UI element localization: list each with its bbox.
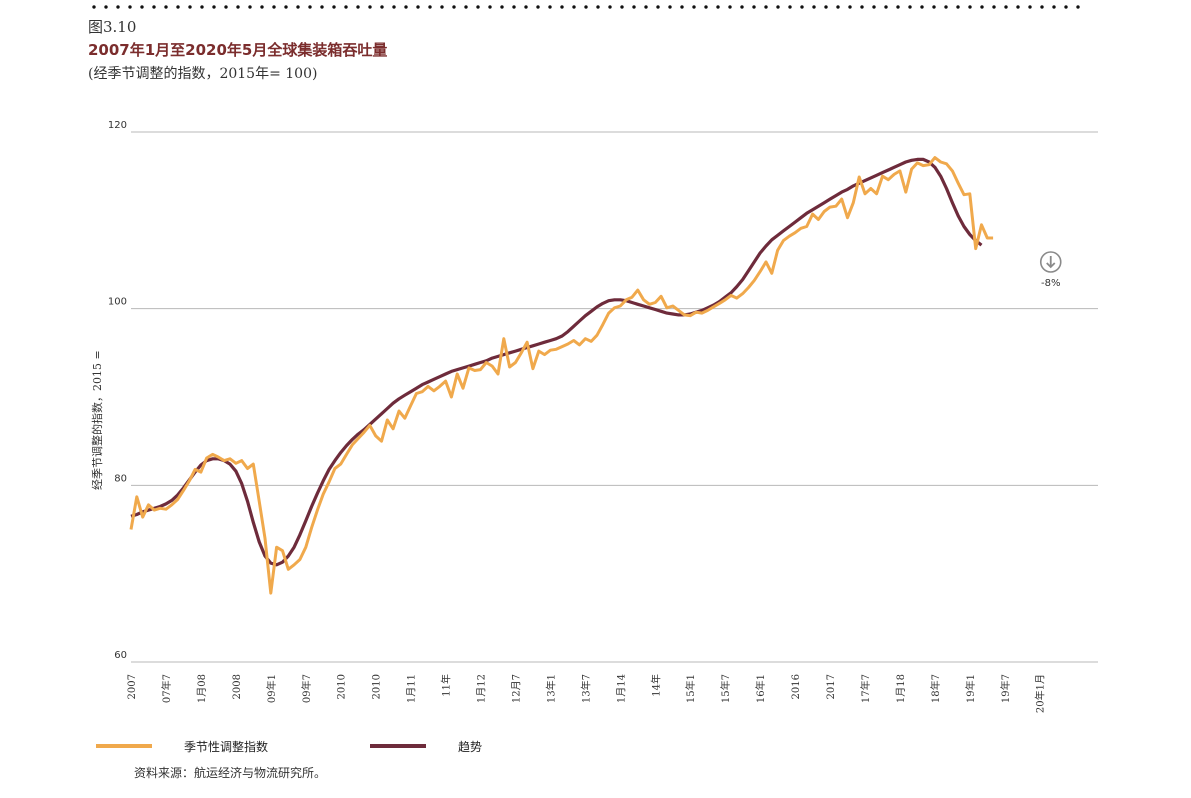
drop-annotation: -8%	[1039, 251, 1062, 289]
x-tick-label: 15年1	[684, 674, 697, 703]
legend-item-sa: 季节性调整指数	[96, 737, 268, 755]
y-tick-labels: 60 80 100 120	[108, 120, 127, 661]
x-tick-label: 13年7	[579, 674, 592, 703]
source-note: 资料来源：航运经济与物流研究所。	[134, 766, 327, 780]
x-tick-label: 19年7	[999, 674, 1012, 703]
x-tick-label: 15年7	[719, 674, 732, 703]
y-tick-label: 100	[108, 297, 127, 308]
x-tick-label: 07年7	[160, 674, 173, 703]
x-tick-label: 18年7	[929, 674, 942, 703]
gridlines	[131, 131, 1098, 663]
x-tick-label: 2010	[337, 674, 348, 699]
x-tick-label: 20年1月	[1034, 674, 1047, 713]
x-tick-label: 1月12	[476, 674, 488, 703]
x-tick-label: 09年1	[265, 674, 278, 703]
x-tick-label: 2016	[791, 674, 802, 699]
legend-label-trend: 趋势	[458, 739, 483, 754]
y-tick-label: 120	[108, 120, 127, 131]
x-tick-label: 1月18	[895, 674, 907, 703]
trend-series-line	[130, 157, 983, 567]
x-tick-labels: 2007 07年7 1月08 2008 09年1 09年7 2010 2010 1月11 11年 1…	[127, 674, 1047, 713]
legend-swatch-sa	[96, 744, 152, 748]
x-tick-label: 13年1	[544, 674, 557, 703]
legend-item-trend: 趋势	[370, 737, 482, 755]
legend-swatch-trend	[370, 744, 426, 748]
x-tick-label: 2010	[372, 674, 383, 699]
x-tick-label: 11年	[440, 674, 453, 697]
series-lines	[129, 156, 994, 595]
x-tick-label: 16年1	[754, 674, 767, 703]
x-tick-label: 2007	[127, 674, 138, 699]
x-tick-label: 14年	[649, 674, 662, 697]
sa-series-line	[129, 156, 994, 595]
x-tick-label: 2017	[826, 674, 837, 699]
x-tick-label: 1月08	[196, 674, 208, 703]
x-tick-label: 2008	[232, 674, 243, 699]
y-axis-label: 经季节调整的指数，2015 =	[90, 350, 104, 490]
y-tick-label: 80	[114, 473, 127, 484]
annotation-label: -8%	[1041, 278, 1060, 289]
x-tick-label: 17年7	[859, 674, 872, 703]
x-tick-label: 09年7	[300, 674, 313, 703]
x-tick-label: 12月7	[510, 674, 522, 703]
x-tick-label: 1月11	[406, 674, 418, 703]
down-arrow-circle-icon	[1039, 251, 1062, 273]
x-tick-label: 1月14	[615, 674, 627, 703]
figure-label: 图3.10	[88, 18, 137, 36]
top-dotted-rule	[88, 4, 1088, 10]
chart-title: 2007年1月至2020年5月全球集装箱吞吐量	[88, 41, 388, 59]
down-arrow-icon	[1046, 256, 1056, 269]
y-tick-label: 60	[114, 650, 127, 661]
legend-label-sa: 季节性调整指数	[184, 739, 269, 754]
x-tick-label: 19年1	[964, 674, 977, 703]
chart-subtitle: (经季节调整的指数，2015年= 100)	[88, 66, 318, 82]
